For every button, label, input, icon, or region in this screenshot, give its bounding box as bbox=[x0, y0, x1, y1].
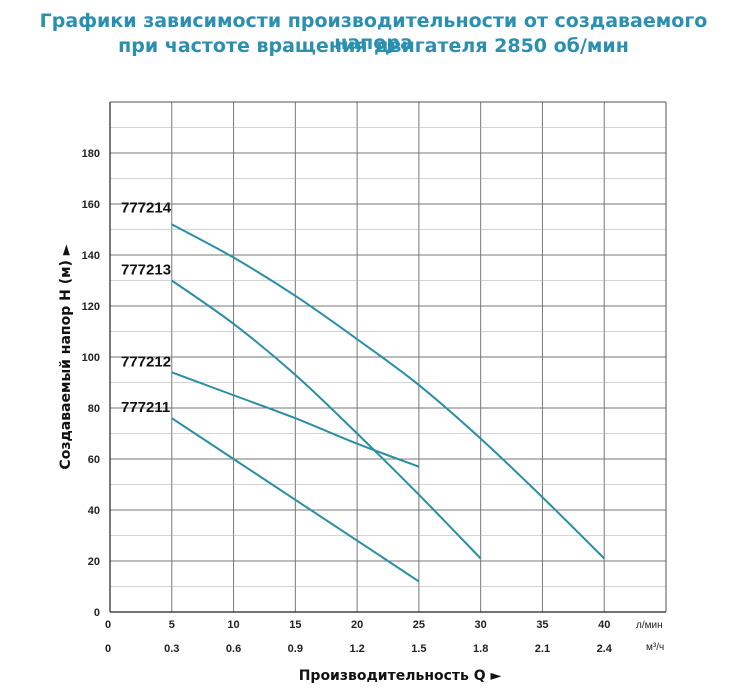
series-label-777213: 777213 bbox=[121, 262, 171, 279]
y-tick-label: 60 bbox=[88, 454, 100, 466]
series-line-777214 bbox=[171, 223, 605, 560]
x2-tick-label: 0 bbox=[105, 643, 111, 655]
series-label-777212: 777212 bbox=[121, 353, 171, 370]
y-tick-label: 0 bbox=[94, 607, 100, 619]
y-tick-label: 20 bbox=[88, 556, 100, 568]
x-tick-label: 5 bbox=[169, 619, 175, 631]
x-tick-label: 30 bbox=[475, 619, 487, 631]
y-axis-title: Создаваемый напор H (м) ► bbox=[58, 244, 74, 469]
y-tick-label: 140 bbox=[82, 250, 100, 262]
x2-tick-label: 1.2 bbox=[349, 643, 364, 655]
series-line-777212 bbox=[171, 371, 420, 468]
y-tick-label: 160 bbox=[82, 199, 100, 211]
x-tick-label: 35 bbox=[536, 619, 548, 631]
x2-tick-label: 2.1 bbox=[535, 643, 550, 655]
series-label-777211: 777211 bbox=[121, 399, 170, 416]
series-label-777214: 777214 bbox=[121, 199, 172, 216]
x2-tick-label: 0.3 bbox=[164, 643, 179, 655]
series-line-777213 bbox=[171, 279, 482, 560]
y-tick-label: 80 bbox=[88, 403, 100, 415]
y-tick-label: 180 bbox=[82, 148, 100, 160]
series-line-777211 bbox=[171, 417, 420, 583]
chart-title-line1: Графики зависимости производительности о… bbox=[39, 10, 708, 54]
x2-unit-label: м³/ч bbox=[646, 642, 664, 653]
x2-tick-label: 0.6 bbox=[226, 643, 241, 655]
x-tick-label: 25 bbox=[413, 619, 425, 631]
x2-tick-label: 1.5 bbox=[411, 643, 426, 655]
x-axis-title: Производительность Q ► bbox=[299, 668, 502, 684]
x-tick-label: 20 bbox=[351, 619, 363, 631]
x2-tick-label: 2.4 bbox=[597, 643, 613, 655]
y-tick-label: 40 bbox=[88, 505, 100, 517]
x2-tick-label: 1.8 bbox=[473, 643, 488, 655]
chart-title-line2: при частоте вращения двигателя 2850 об/м… bbox=[118, 35, 629, 57]
x-unit-label: л/мин bbox=[636, 620, 663, 631]
x-tick-label: 40 bbox=[598, 619, 610, 631]
x2-tick-label: 0.9 bbox=[288, 643, 303, 655]
y-tick-label: 100 bbox=[82, 352, 100, 364]
x-tick-label: 15 bbox=[289, 619, 301, 631]
y-tick-label: 120 bbox=[82, 301, 100, 313]
x-tick-label: 0 bbox=[105, 619, 111, 631]
x-tick-label: 10 bbox=[227, 619, 239, 631]
